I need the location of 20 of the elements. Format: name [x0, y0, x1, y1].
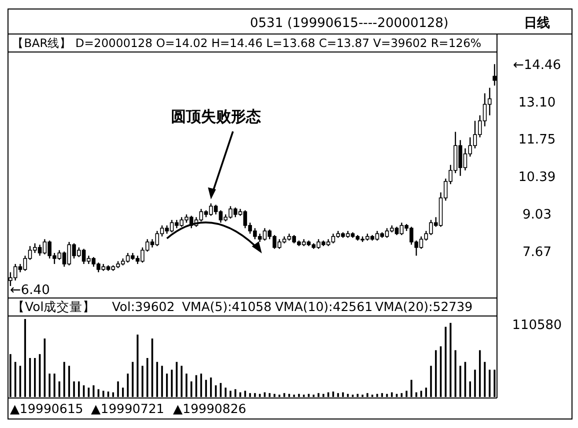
annotation: 圆顶失败形态: [170, 107, 261, 126]
chart-title: 0531 (19990615----20000128): [250, 16, 448, 31]
y-tick-label: 7.67: [522, 245, 552, 260]
text: ▲19990721: [91, 401, 164, 416]
text: 【BAR线】 D=20000128 O=14.02 H=14.46 L=13.68 C=13.87 V=39602 R=126%: [12, 36, 482, 50]
text: 【Vol成交量】: [12, 299, 96, 314]
annotation: ←6.40: [10, 283, 50, 298]
text: VMA(5):41058: [182, 299, 272, 314]
text: ▲19990615: [10, 401, 84, 416]
y-tick-label: 13.10: [518, 96, 556, 111]
text: VMA(20):52739: [375, 299, 473, 314]
text: VMA(10):42561: [275, 299, 373, 314]
text: Vol:39602: [112, 299, 175, 314]
y-tick-label: 11.75: [518, 132, 556, 148]
y-tick-label: ←14.46: [512, 58, 562, 74]
text: ▲19990826: [173, 401, 246, 416]
text: 日线: [524, 16, 550, 31]
y-tick-label: 10.39: [518, 170, 556, 186]
y-tick-label: 9.03: [522, 208, 552, 223]
text: 110580: [512, 318, 562, 333]
